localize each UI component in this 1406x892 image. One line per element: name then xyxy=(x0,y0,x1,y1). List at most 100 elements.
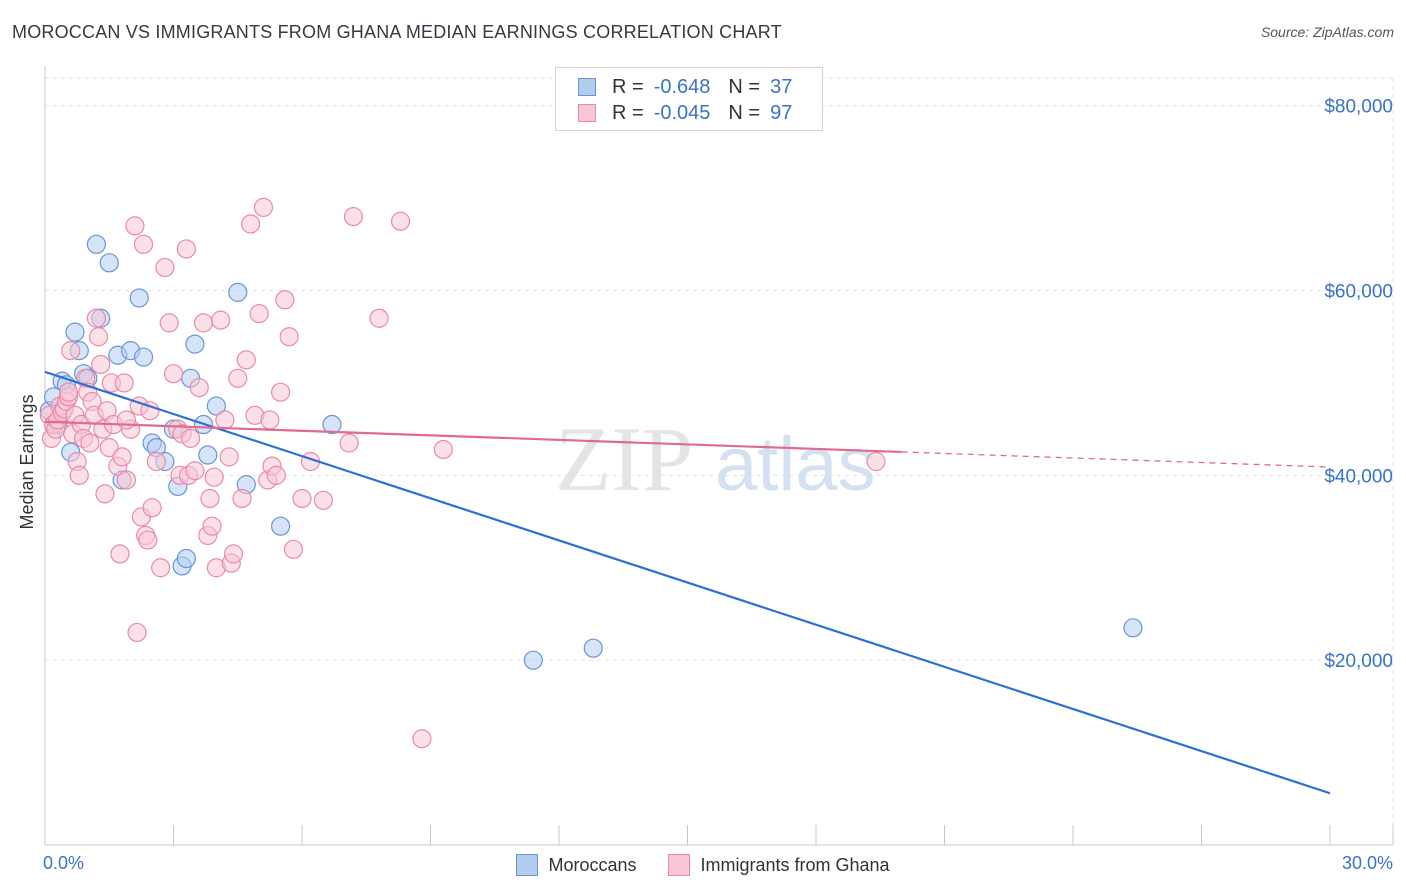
series-legend: Moroccans Immigrants from Ghana xyxy=(0,852,1406,878)
moroccans-trend-line xyxy=(44,370,1331,795)
ghana-point xyxy=(110,544,130,564)
ghana-point xyxy=(412,729,432,749)
ghana-point xyxy=(181,428,201,448)
ghana-point xyxy=(253,197,274,217)
ghana-point xyxy=(223,544,244,564)
ghana-point xyxy=(313,490,334,510)
ghana-point xyxy=(204,467,224,487)
moroccans-point xyxy=(129,288,149,308)
ghana-point xyxy=(219,447,239,467)
chart-title: MOROCCAN VS IMMIGRANTS FROM GHANA MEDIAN… xyxy=(12,22,782,42)
ghana-point xyxy=(236,350,256,370)
moroccans-point xyxy=(228,282,248,302)
ghana-point xyxy=(163,364,184,384)
ghana-point xyxy=(142,498,162,518)
ghana-point xyxy=(266,465,286,485)
ghana-point xyxy=(260,410,280,430)
n-label: N = xyxy=(728,101,761,124)
ghana-point xyxy=(112,447,132,467)
ghana-point xyxy=(433,439,453,460)
ghana-point xyxy=(283,539,304,559)
source-label: Source: ZipAtlas.com xyxy=(1260,24,1394,40)
ghana-point xyxy=(292,488,312,509)
moroccans-point xyxy=(270,516,291,536)
moroccans-point xyxy=(1123,618,1143,638)
ghana-point xyxy=(249,304,269,324)
ghana-point xyxy=(151,558,171,578)
ghana-point xyxy=(127,622,147,643)
y-tick-label: $20,000 xyxy=(1324,651,1393,672)
ghana-point xyxy=(369,308,389,328)
x-tick-label: 0.0% xyxy=(43,853,84,873)
n-label: N = xyxy=(728,75,761,98)
legend-label: Moroccans xyxy=(548,854,637,875)
ghana-point xyxy=(176,239,196,259)
moroccans-point xyxy=(133,347,154,367)
ghana-trend-line xyxy=(44,420,902,454)
ghana-point xyxy=(140,401,160,421)
ghana-point xyxy=(390,211,411,231)
legend-item-moroccans[interactable]: Moroccans xyxy=(516,854,636,876)
axes xyxy=(44,66,1394,846)
r-label: R = xyxy=(612,75,644,98)
watermark: ZIP atlas xyxy=(555,408,876,510)
moroccans-point xyxy=(99,253,119,273)
watermark-atlas: atlas xyxy=(715,422,876,507)
ghana-point xyxy=(215,410,235,430)
moroccans-point xyxy=(65,322,85,342)
ghana-point xyxy=(86,308,107,328)
ghana-point xyxy=(866,451,886,472)
ghana-point xyxy=(88,327,109,347)
ghana-points xyxy=(39,197,886,749)
ghana-point xyxy=(155,257,175,278)
ghana-point xyxy=(133,234,154,254)
watermark-zip: ZIP xyxy=(555,408,693,510)
ghana-point xyxy=(95,484,115,504)
moroccans-swatch xyxy=(516,854,539,876)
ghana-point xyxy=(185,461,205,481)
ghana-point xyxy=(125,216,145,236)
ghana-point xyxy=(99,438,119,458)
stats-row-ghana: R = -0.045 N = 97 xyxy=(578,101,792,125)
legend-label: Immigrants from Ghana xyxy=(700,854,890,875)
moroccans-point xyxy=(185,334,205,354)
trend-lines xyxy=(44,370,1331,795)
ghana-point xyxy=(69,465,89,485)
ghana-point xyxy=(279,327,299,347)
ghana-point xyxy=(91,354,111,375)
moroccans-point xyxy=(523,650,543,670)
moroccans-swatch xyxy=(578,78,596,96)
ghana-point xyxy=(193,313,214,333)
n-value: 97 xyxy=(770,101,793,124)
ghana-point xyxy=(343,207,363,227)
ghana-point xyxy=(228,368,248,388)
moroccans-point xyxy=(322,414,342,435)
moroccans-point xyxy=(206,396,226,416)
ghana-point xyxy=(58,382,79,402)
ghana-point xyxy=(138,530,158,550)
y-axis-label: Median Earnings xyxy=(17,394,37,529)
ghana-point xyxy=(270,382,291,402)
r-value: -0.648 xyxy=(653,75,711,98)
ghana-point xyxy=(200,488,220,509)
y-tick-label: $40,000 xyxy=(1324,466,1393,487)
y-tick-label: $80,000 xyxy=(1324,97,1393,118)
moroccans-point xyxy=(86,234,107,254)
r-value: -0.045 xyxy=(653,101,711,124)
ghana-point xyxy=(61,341,81,361)
ghana-point xyxy=(146,451,166,472)
y-tick-label: $60,000 xyxy=(1324,282,1393,303)
ghana-swatch xyxy=(578,104,596,122)
ghana-point xyxy=(116,410,136,430)
ghana-point xyxy=(116,470,136,490)
ghana-point xyxy=(80,433,100,453)
legend-item-ghana[interactable]: Immigrants from Ghana xyxy=(668,854,890,876)
moroccans-point xyxy=(198,445,218,465)
ghana-point xyxy=(159,313,179,333)
ghana-point xyxy=(232,488,252,509)
ghana-point xyxy=(114,373,134,393)
n-value: 37 xyxy=(770,75,793,98)
ghana-point xyxy=(275,290,295,310)
ghana-point xyxy=(211,310,231,330)
